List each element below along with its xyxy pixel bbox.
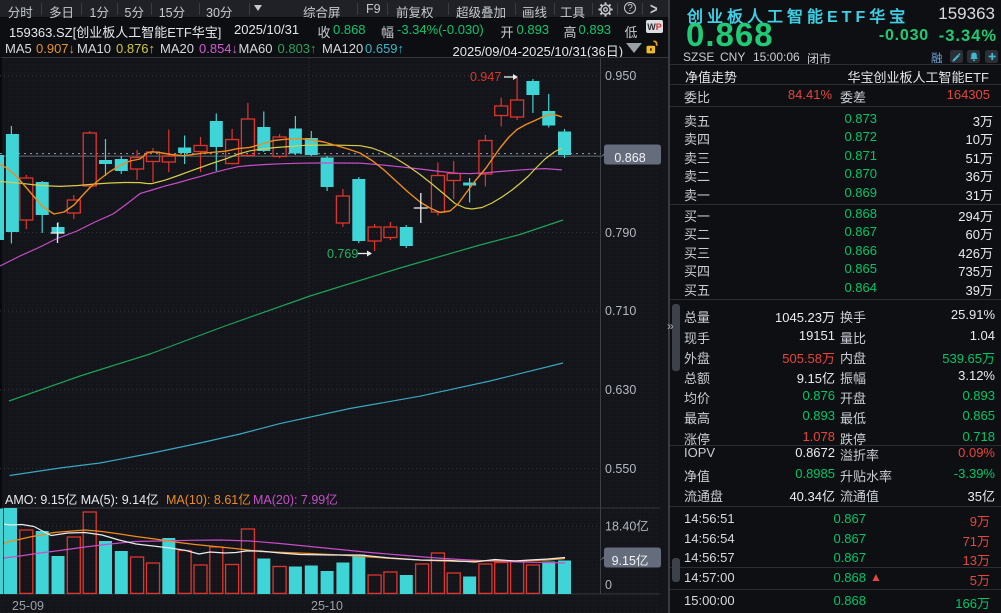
svg-text:0: 0 bbox=[605, 578, 612, 592]
svg-text:0.630: 0.630 bbox=[605, 383, 636, 397]
svg-text:25-10: 25-10 bbox=[311, 599, 343, 613]
svg-text:0.950: 0.950 bbox=[605, 69, 636, 83]
svg-text:9.15亿: 9.15亿 bbox=[612, 553, 649, 568]
svg-text:25-09: 25-09 bbox=[12, 599, 44, 613]
svg-text:MA(20): 7.99亿: MA(20): 7.99亿 bbox=[253, 492, 338, 507]
svg-text:0.868: 0.868 bbox=[614, 151, 645, 165]
svg-text:0.790: 0.790 bbox=[605, 226, 636, 240]
svg-text:18.40亿: 18.40亿 bbox=[605, 519, 649, 534]
svg-text:0.550: 0.550 bbox=[605, 462, 636, 476]
svg-text:0.710: 0.710 bbox=[605, 304, 636, 318]
svg-text:MA(10): 8.61亿: MA(10): 8.61亿 bbox=[166, 492, 251, 507]
svg-text:AMO: 9.15亿 MA(5): 9.14亿: AMO: 9.15亿 MA(5): 9.14亿 bbox=[5, 492, 159, 507]
svg-text:0.769: 0.769 bbox=[327, 247, 358, 261]
svg-text:0.947: 0.947 bbox=[470, 70, 501, 84]
